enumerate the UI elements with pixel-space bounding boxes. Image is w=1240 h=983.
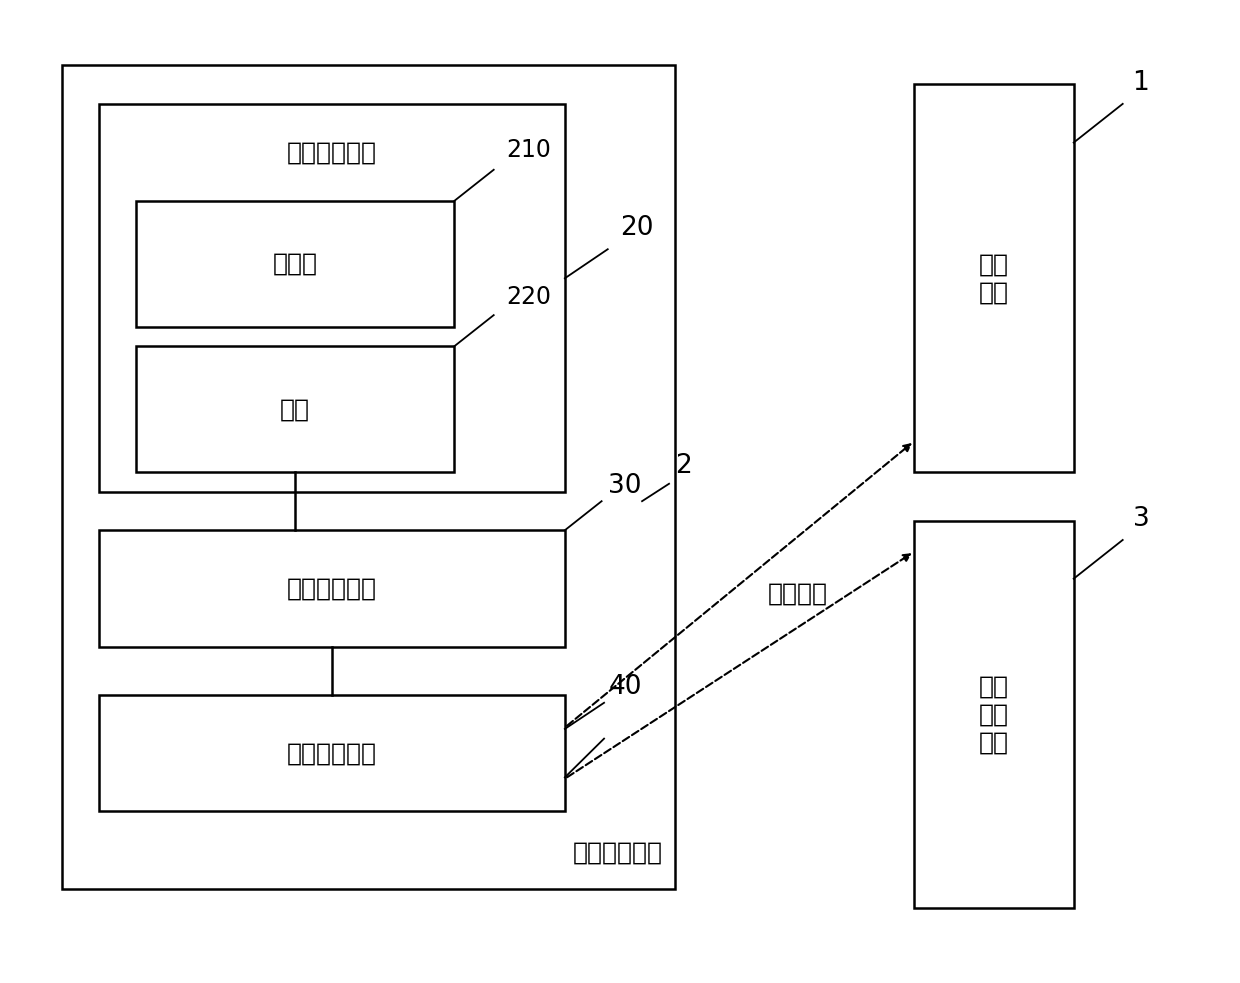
- Text: 路侧通信模块: 路侧通信模块: [286, 741, 377, 765]
- Text: 智能路侧设备: 智能路侧设备: [573, 840, 663, 865]
- Text: 2: 2: [675, 453, 692, 479]
- Text: 30: 30: [608, 473, 641, 499]
- Bar: [99, 695, 565, 811]
- Text: 雷达: 雷达: [280, 397, 310, 421]
- Bar: [914, 85, 1074, 472]
- Bar: [62, 65, 675, 889]
- Text: 路侧感知模块: 路侧感知模块: [286, 141, 377, 164]
- Bar: [99, 530, 565, 647]
- Text: 3: 3: [1132, 506, 1149, 532]
- Text: 自动
驾驶
车辆: 自动 驾驶 车辆: [978, 674, 1009, 754]
- Text: 220: 220: [506, 285, 551, 310]
- Bar: [135, 201, 455, 326]
- Text: 20: 20: [620, 215, 653, 242]
- Text: 无线方式: 无线方式: [768, 581, 828, 606]
- Text: 210: 210: [506, 138, 551, 162]
- Text: 目标
车辆: 目标 车辆: [978, 253, 1009, 304]
- Bar: [135, 346, 455, 472]
- Text: 摄像头: 摄像头: [273, 252, 317, 276]
- Bar: [99, 104, 565, 492]
- Bar: [914, 521, 1074, 908]
- Text: 路侧处理模块: 路侧处理模块: [286, 576, 377, 601]
- Text: 1: 1: [1132, 70, 1149, 96]
- Text: 40: 40: [609, 674, 642, 700]
